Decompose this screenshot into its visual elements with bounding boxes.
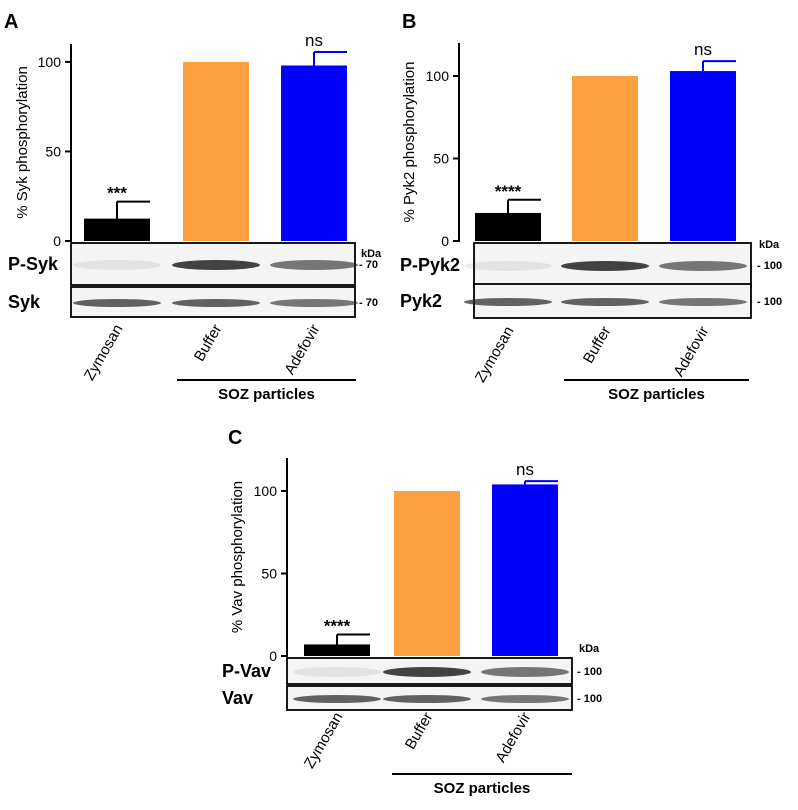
blot-label: Syk: [8, 292, 41, 312]
y-axis-label: % Syk phosphorylation: [14, 66, 31, 219]
category-label: Zymosan: [301, 710, 347, 772]
blot-band: [659, 298, 747, 306]
significance-label: ****: [324, 617, 351, 636]
panel-letter: C: [228, 427, 242, 449]
kda-marker: - 100: [757, 260, 782, 272]
blot-band: [172, 260, 260, 270]
blot-band: [659, 261, 747, 271]
y-tick-label: 50: [261, 566, 277, 582]
blot-strip-p-vav: P-Vav - 100: [222, 657, 602, 685]
bar-adefovir: [281, 65, 347, 241]
chart-panel-a: A 0 50 100 % Syk phosphorylation *** ns P-Syk - …: [4, 11, 382, 403]
blot-band: [481, 695, 569, 703]
y-axis-label: % Pyk2 phosphorylation: [401, 62, 418, 223]
bar-buffer: [394, 491, 460, 656]
blot-band: [464, 261, 552, 271]
bar-buffer: [572, 76, 638, 241]
category-label: Buffer: [191, 321, 226, 364]
y-tick-label: 0: [53, 233, 61, 249]
blot-label: P-Syk: [8, 254, 59, 274]
blot-band: [73, 260, 161, 270]
y-tick-label: 100: [38, 54, 62, 70]
kda-marker: - 100: [577, 666, 602, 678]
blot-band: [383, 695, 471, 703]
blot-strip-syk: Syk - 70: [8, 286, 378, 318]
significance-label: ***: [107, 184, 127, 203]
kda-marker: - 100: [757, 296, 782, 308]
y-axis-label: % Vav phosphorylation: [229, 481, 246, 633]
y-tick-label: 50: [45, 143, 61, 159]
blot-label: Pyk2: [400, 291, 442, 311]
kda-marker: - 70: [359, 259, 378, 271]
blot-label: Vav: [222, 688, 253, 708]
y-tick-label: 100: [426, 68, 450, 84]
bar-adefovir: [670, 71, 736, 241]
kda-marker: - 100: [577, 693, 602, 705]
category-label: Adefovir: [492, 709, 534, 765]
panel-letter: B: [402, 11, 416, 33]
blot-strip-pyk2: Pyk2 - 100: [400, 283, 782, 319]
blot-band: [481, 667, 569, 677]
kda-label: kDa: [759, 239, 780, 251]
bar-buffer: [183, 61, 249, 242]
category-label: Adefovir: [670, 323, 712, 379]
blot-band: [172, 299, 260, 307]
category-label: Buffer: [402, 709, 437, 752]
category-label: Zymosan: [472, 324, 518, 386]
significance-label: ns: [305, 31, 323, 50]
blot-band: [293, 695, 381, 703]
blot-band: [464, 298, 552, 306]
blot-label: P-Pyk2: [400, 255, 460, 275]
category-label: Zymosan: [81, 322, 127, 384]
chart-panel-b: B 0 50 100 % Pyk2 phosphorylation **** ns P-Pyk…: [400, 11, 782, 403]
blot-band: [270, 260, 358, 270]
blot-band: [73, 299, 161, 307]
chart-panel-c: C 0 50 100 % Vav phosphorylation **** ns P-Vav -…: [222, 427, 602, 797]
kda-label: kDa: [361, 248, 382, 260]
blot-strip-vav: Vav - 100: [222, 685, 602, 711]
blot-band: [561, 298, 649, 306]
bar-zymosan: [304, 644, 370, 656]
y-tick-label: 50: [433, 151, 449, 167]
kda-marker: - 70: [359, 297, 378, 309]
blot-label: P-Vav: [222, 661, 271, 681]
kda-label: kDa: [579, 643, 600, 655]
category-label: Adefovir: [281, 321, 323, 377]
significance-label: ns: [516, 460, 534, 479]
y-tick-label: 100: [254, 483, 278, 499]
panel-letter: A: [4, 11, 18, 33]
bar-adefovir: [492, 484, 558, 656]
significance-label: ns: [694, 40, 712, 59]
blot-band: [383, 667, 471, 677]
group-label: SOZ particles: [608, 386, 705, 403]
bar-zymosan: [84, 218, 150, 241]
blot-band: [270, 299, 358, 307]
y-tick-label: 0: [269, 648, 277, 664]
group-label: SOZ particles: [434, 780, 531, 797]
group-label: SOZ particles: [218, 386, 315, 403]
blot-strip-p-pyk2: P-Pyk2 - 100: [400, 242, 782, 288]
significance-label: ****: [495, 182, 522, 201]
blot-band: [561, 261, 649, 271]
blot-band: [293, 667, 381, 677]
blot-strip-p-syk: P-Syk - 70: [8, 242, 378, 286]
y-tick-label: 0: [441, 233, 449, 249]
category-label: Buffer: [580, 323, 615, 366]
bar-zymosan: [475, 212, 541, 241]
